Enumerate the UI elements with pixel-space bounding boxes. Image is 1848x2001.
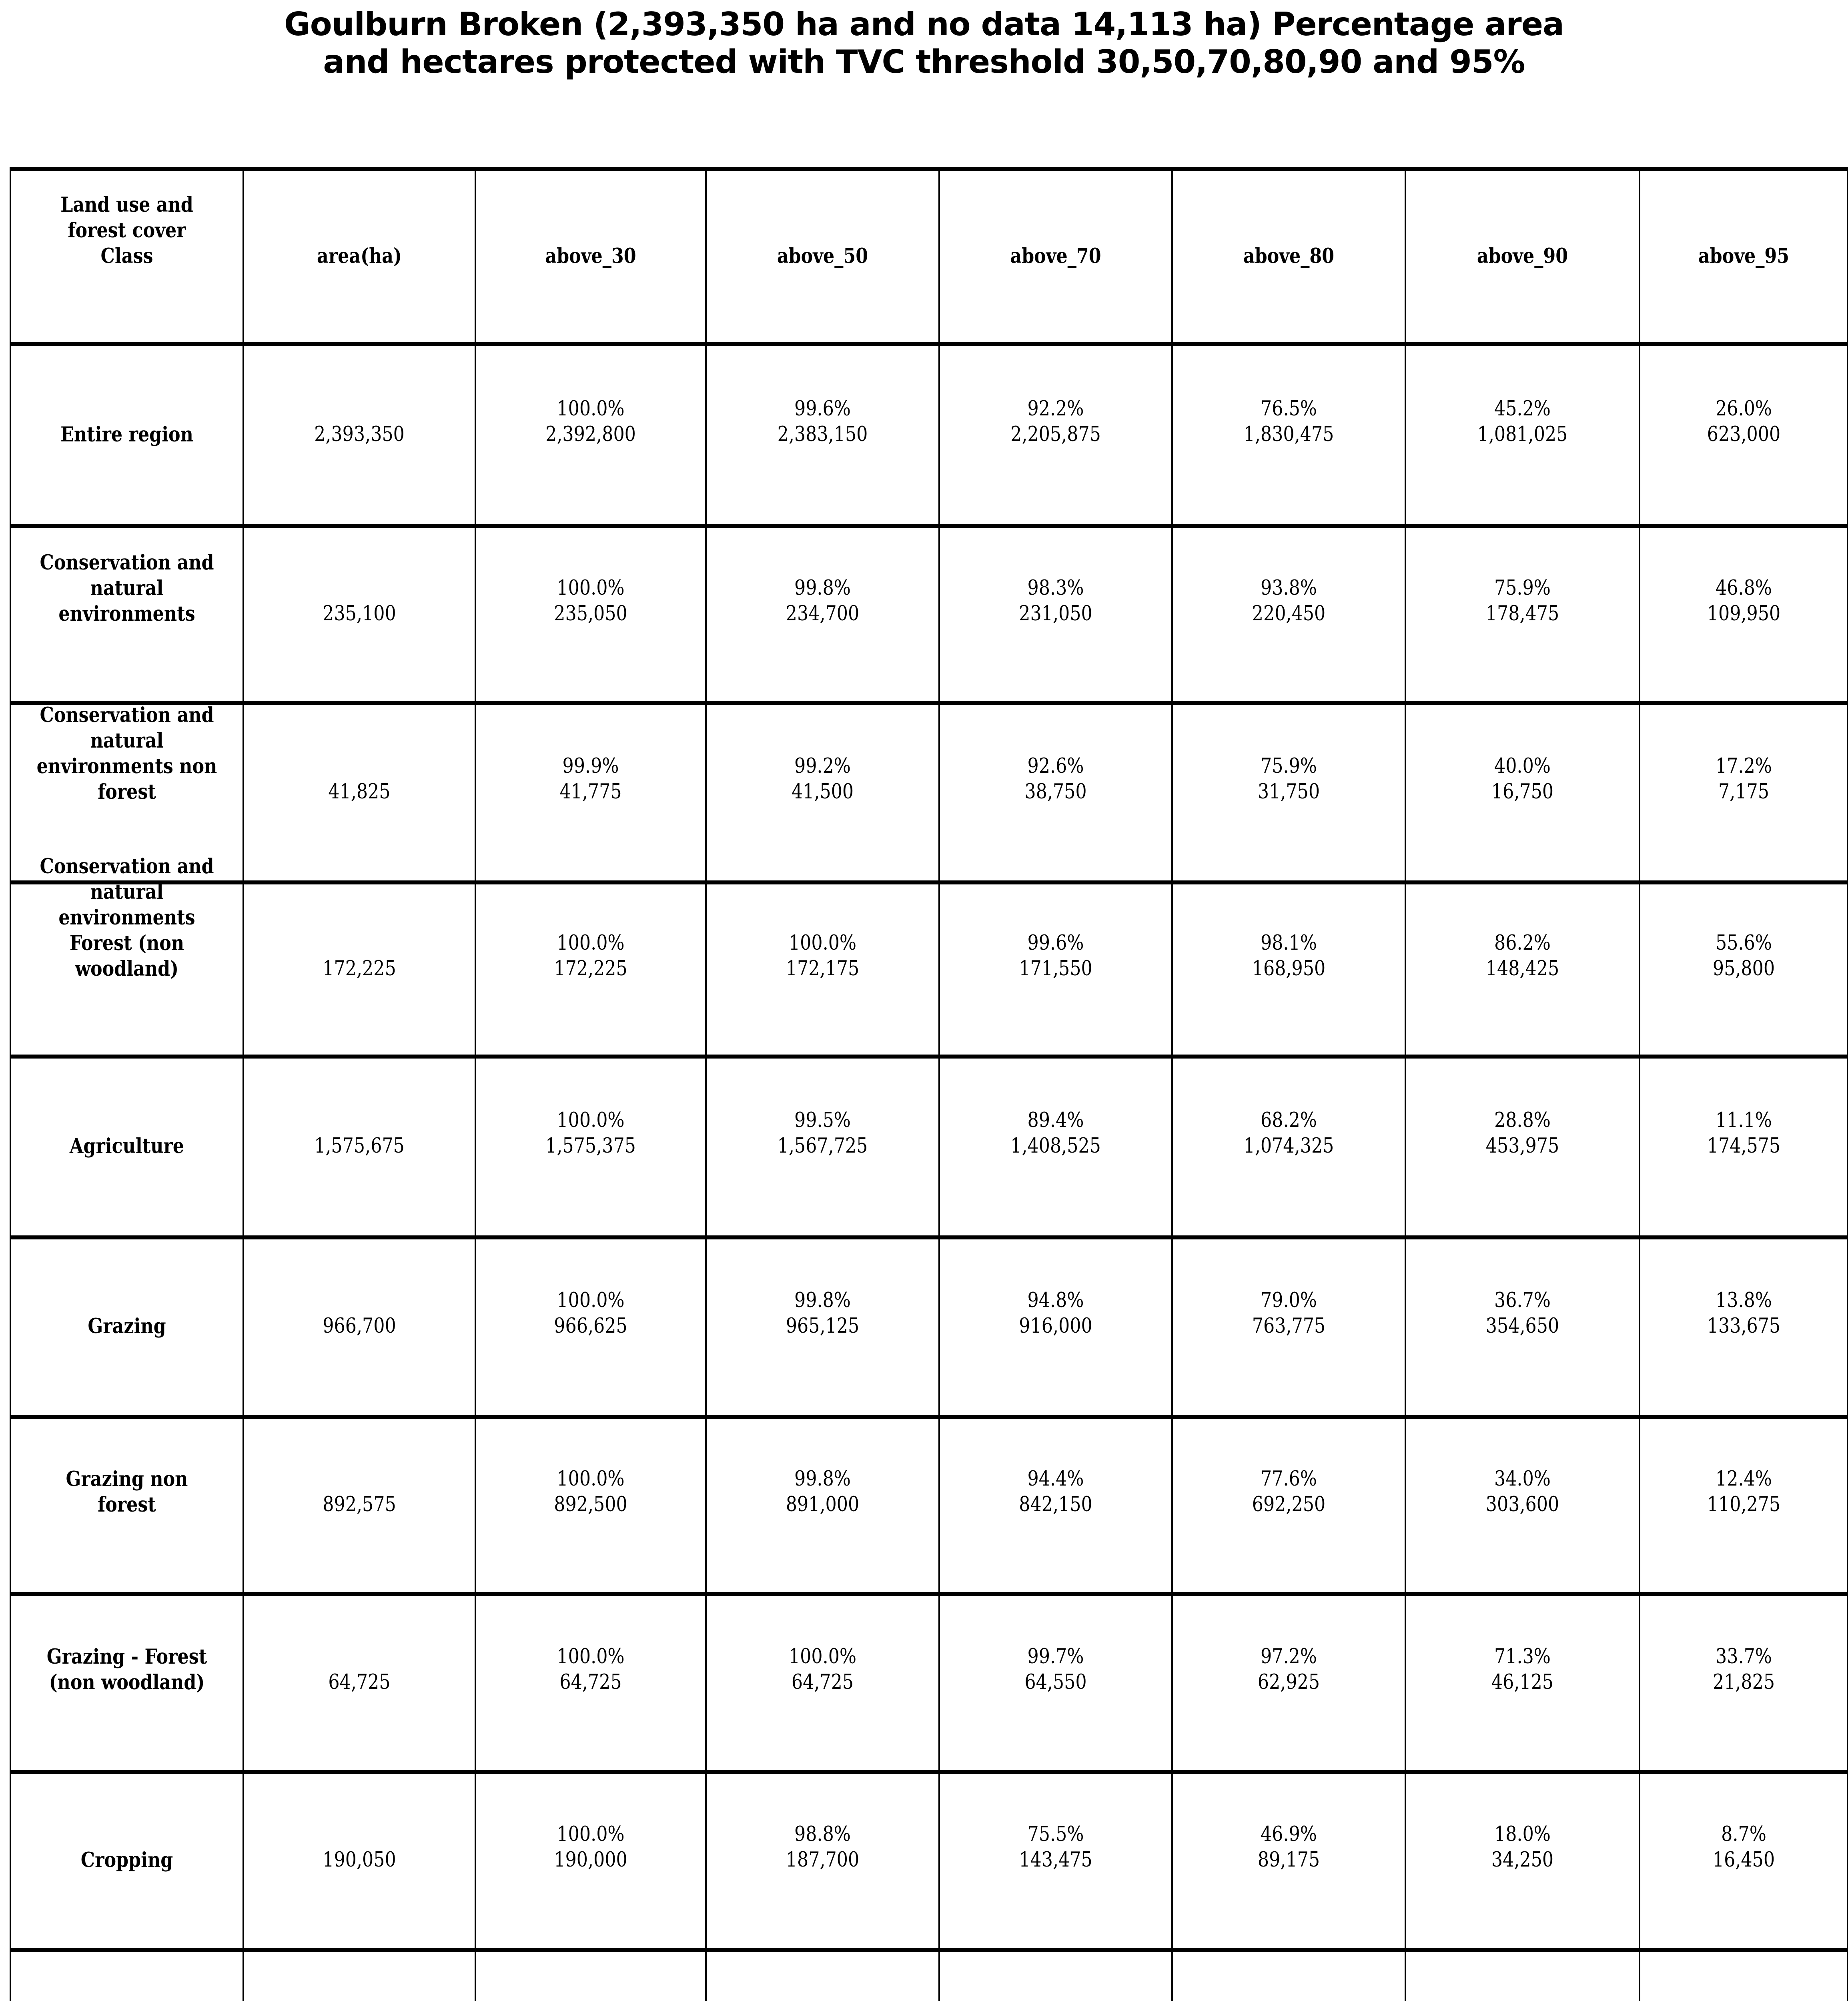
area-cell: 406,650 [244,1952,476,2001]
data-cell: 34.0% 303,600 [1406,1419,1640,1596]
data-cell: 26.0% 623,000 [1640,346,1847,528]
data-cell: 100.0% 2,392,800 [476,346,707,528]
column-header-area: area(ha) [244,171,476,346]
data-cell: 100.0%406,475 [476,1952,707,2001]
data-cell: 8.7% 16,450 [1640,1774,1847,1952]
data-cell: 46.8% 109,950 [1640,528,1847,705]
area-cell: 172,225 [244,884,476,1059]
data-cell: 100.0% 64,725 [476,1596,707,1774]
data-cell: 82.9%337,025 [940,1952,1173,2001]
data-cell: 75.9% 31,750 [1173,705,1406,884]
column-header-above-95: above_95 [1640,171,1847,346]
data-cell: 98.1% 168,950 [1173,884,1406,1059]
data-cell: 45.2% 1,081,025 [1406,346,1640,528]
column-header-above-30: above_30 [476,171,707,346]
data-cell: 55.6% 95,800 [1640,884,1847,1059]
data-cell: 99.8% 891,000 [707,1419,940,1596]
row-label: Agriculture [11,1059,244,1239]
data-cell: 14.7%59,875 [1406,1952,1640,2001]
row-label: Grazing - Forest (non woodland) [11,1596,244,1774]
area-cell: 1,575,675 [244,1059,476,1239]
data-cell: 99.2% 41,500 [707,705,940,884]
data-cell: 99.9% 41,775 [476,705,707,884]
data-cell: 99.0%402,625 [707,1952,940,2001]
data-cell: 17.2% 7,175 [1640,705,1847,884]
data-cell: 33.7% 21,825 [1640,1596,1847,1774]
data-cell: 46.9% 89,175 [1173,1774,1406,1952]
area-cell: 190,050 [244,1774,476,1952]
data-cell: 18.0% 34,250 [1406,1774,1640,1952]
page-title: Goulburn Broken (2,393,350 ha and no dat… [0,6,1848,81]
data-cell: 98.8% 187,700 [707,1774,940,1952]
data-cell: 98.3% 231,050 [940,528,1173,705]
data-cell: 75.5% 143,475 [940,1774,1173,1952]
data-cell: 92.2% 2,205,875 [940,346,1173,528]
column-header-above-50: above_50 [707,171,940,346]
data-cell: 92.6% 38,750 [940,705,1173,884]
data-cell: 97.2% 62,925 [1173,1596,1406,1774]
data-cell: 13.8% 133,675 [1640,1239,1847,1419]
data-cell: 99.8% 234,700 [707,528,940,705]
protection-table: Land use and forest cover Class area(ha) a… [10,167,1848,2001]
page-title-line2: and hectares protected with TVC threshol… [323,43,1525,80]
data-cell: 89.4% 1,408,525 [940,1059,1173,1239]
data-cell: 51.9%210,850 [1173,1952,1406,2001]
data-cell: 100.0% 1,575,375 [476,1059,707,1239]
data-cell: 77.6% 692,250 [1173,1419,1406,1596]
row-label: Entire region [11,346,244,528]
data-cell: 40.0% 16,750 [1406,705,1640,884]
area-cell: 966,700 [244,1239,476,1419]
data-cell: 75.9% 178,475 [1406,528,1640,705]
row-label: Conservation and natural environments [11,528,244,705]
data-cell: 99.6% 171,550 [940,884,1173,1059]
data-cell: 99.7% 64,550 [940,1596,1173,1774]
data-cell: 100.0% 892,500 [476,1419,707,1596]
data-cell: 100.0% 172,175 [707,884,940,1059]
data-cell: 94.8% 916,000 [940,1239,1173,1419]
data-cell: 36.7% 354,650 [1406,1239,1640,1419]
page-title-line1: Goulburn Broken (2,393,350 ha and no dat… [284,6,1564,43]
area-cell: 235,100 [244,528,476,705]
data-cell: 100.0% 190,000 [476,1774,707,1952]
data-cell: 99.8% 965,125 [707,1239,940,1419]
row-label: Grazing [11,1239,244,1419]
data-cell: 5.5%22,250 [1640,1952,1847,2001]
data-cell: 100.0% 64,725 [707,1596,940,1774]
row-label: Conservation and natural environments Fores… [11,854,244,1059]
area-cell: 892,575 [244,1419,476,1596]
row-label: Cropping [11,1774,244,1952]
data-cell: 99.6% 2,383,150 [707,346,940,528]
area-cell: 2,393,350 [244,346,476,528]
column-header-above-90: above_90 [1406,171,1640,346]
data-cell: 94.4% 842,150 [940,1419,1173,1596]
data-cell: 99.5% 1,567,725 [707,1059,940,1239]
data-cell: 100.0% 172,225 [476,884,707,1059]
data-cell: 86.2% 148,425 [1406,884,1640,1059]
data-cell: 28.8% 453,975 [1406,1059,1640,1239]
data-cell: 100.0% 966,625 [476,1239,707,1419]
row-label: Conservation and natural environments non f… [11,703,244,884]
data-cell: 100.0% 235,050 [476,528,707,705]
data-cell: 11.1% 174,575 [1640,1059,1847,1239]
area-cell: 64,725 [244,1596,476,1774]
column-header-above-80: above_80 [1173,171,1406,346]
row-label: Grazing non forest [11,1419,244,1596]
row-label: Irrigation [11,1952,244,2001]
data-cell: 93.8% 220,450 [1173,528,1406,705]
column-header-above-70: above_70 [940,171,1173,346]
data-cell: 12.4% 110,275 [1640,1419,1847,1596]
column-header-landuse-class: Land use and forest cover Class [11,171,244,346]
data-cell: 76.5% 1,830,475 [1173,346,1406,528]
data-cell: 68.2% 1,074,325 [1173,1059,1406,1239]
data-cell: 79.0% 763,775 [1173,1239,1406,1419]
data-cell: 71.3% 46,125 [1406,1596,1640,1774]
area-cell: 41,825 [244,705,476,884]
